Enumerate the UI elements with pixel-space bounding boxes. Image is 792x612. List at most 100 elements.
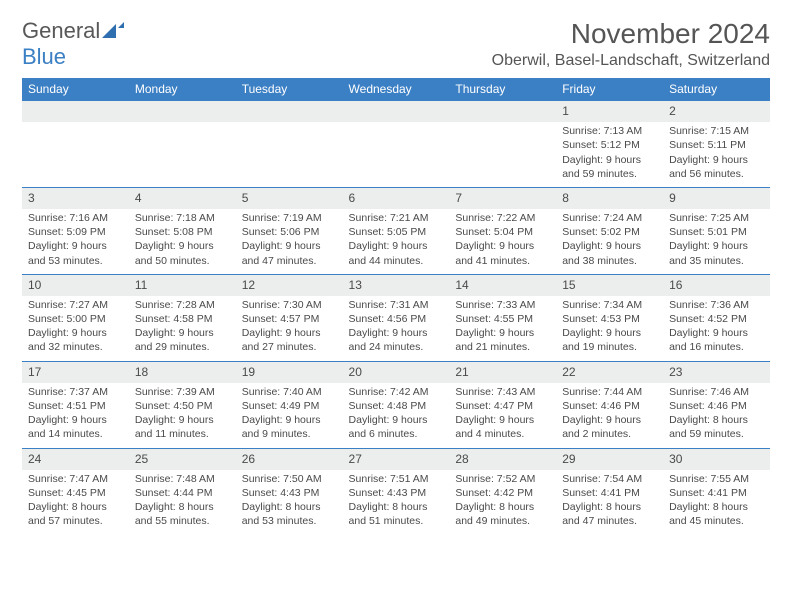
sunset-text: Sunset: 5:00 PM	[28, 312, 123, 326]
daylight-text: Daylight: 8 hours	[28, 500, 123, 514]
daylight-text: Daylight: 9 hours	[242, 413, 337, 427]
sunrise-text: Sunrise: 7:39 AM	[135, 385, 230, 399]
daylight-text: and 56 minutes.	[669, 167, 764, 181]
sunrise-text: Sunrise: 7:42 AM	[349, 385, 444, 399]
sunrise-text: Sunrise: 7:28 AM	[135, 298, 230, 312]
day-number-cell: 17	[22, 361, 129, 383]
day-number: 20	[349, 364, 444, 380]
day-number-cell: 23	[663, 361, 770, 383]
day-number-cell: 24	[22, 448, 129, 470]
day-number-cell: 4	[129, 187, 236, 209]
sunset-text: Sunset: 5:06 PM	[242, 225, 337, 239]
daylight-text: Daylight: 8 hours	[669, 413, 764, 427]
sunrise-text: Sunrise: 7:25 AM	[669, 211, 764, 225]
sunrise-text: Sunrise: 7:15 AM	[669, 124, 764, 138]
daylight-text: Daylight: 9 hours	[242, 239, 337, 253]
sunrise-text: Sunrise: 7:16 AM	[28, 211, 123, 225]
day-header: Monday	[129, 78, 236, 101]
sunrise-text: Sunrise: 7:30 AM	[242, 298, 337, 312]
sunset-text: Sunset: 4:41 PM	[669, 486, 764, 500]
sunset-text: Sunset: 4:44 PM	[135, 486, 230, 500]
day-number-cell: 29	[556, 448, 663, 470]
daylight-text: and 6 minutes.	[349, 427, 444, 441]
day-detail-cell: Sunrise: 7:48 AMSunset: 4:44 PMDaylight:…	[129, 470, 236, 535]
day-detail-cell: Sunrise: 7:28 AMSunset: 4:58 PMDaylight:…	[129, 296, 236, 361]
day-detail-cell	[129, 122, 236, 187]
day-number-cell	[449, 101, 556, 123]
day-number: 2	[669, 103, 764, 119]
day-detail-cell: Sunrise: 7:15 AMSunset: 5:11 PMDaylight:…	[663, 122, 770, 187]
day-header: Tuesday	[236, 78, 343, 101]
day-number: 10	[28, 277, 123, 293]
sunrise-text: Sunrise: 7:33 AM	[455, 298, 550, 312]
day-number-cell: 12	[236, 274, 343, 296]
day-number: 25	[135, 451, 230, 467]
sunset-text: Sunset: 4:57 PM	[242, 312, 337, 326]
day-number: 12	[242, 277, 337, 293]
daylight-text: and 47 minutes.	[562, 514, 657, 528]
sunset-text: Sunset: 4:49 PM	[242, 399, 337, 413]
sunrise-text: Sunrise: 7:47 AM	[28, 472, 123, 486]
day-number: 5	[242, 190, 337, 206]
day-number: 3	[28, 190, 123, 206]
sunrise-text: Sunrise: 7:50 AM	[242, 472, 337, 486]
sunrise-text: Sunrise: 7:21 AM	[349, 211, 444, 225]
daylight-text: Daylight: 8 hours	[669, 500, 764, 514]
daylight-text: Daylight: 9 hours	[135, 239, 230, 253]
day-number-cell: 15	[556, 274, 663, 296]
sunrise-text: Sunrise: 7:51 AM	[349, 472, 444, 486]
day-detail-cell: Sunrise: 7:39 AMSunset: 4:50 PMDaylight:…	[129, 383, 236, 448]
sunset-text: Sunset: 4:45 PM	[28, 486, 123, 500]
day-detail-cell: Sunrise: 7:16 AMSunset: 5:09 PMDaylight:…	[22, 209, 129, 274]
sunrise-text: Sunrise: 7:52 AM	[455, 472, 550, 486]
calendar-table: SundayMondayTuesdayWednesdayThursdayFrid…	[22, 78, 770, 534]
day-number-cell: 28	[449, 448, 556, 470]
daylight-text: Daylight: 9 hours	[349, 326, 444, 340]
daylight-text: and 57 minutes.	[28, 514, 123, 528]
day-detail-cell: Sunrise: 7:24 AMSunset: 5:02 PMDaylight:…	[556, 209, 663, 274]
day-detail-cell: Sunrise: 7:42 AMSunset: 4:48 PMDaylight:…	[343, 383, 450, 448]
day-number: 26	[242, 451, 337, 467]
daylight-text: Daylight: 8 hours	[455, 500, 550, 514]
day-number-cell	[236, 101, 343, 123]
daylight-text: and 59 minutes.	[669, 427, 764, 441]
day-detail-cell: Sunrise: 7:37 AMSunset: 4:51 PMDaylight:…	[22, 383, 129, 448]
daylight-text: and 41 minutes.	[455, 254, 550, 268]
daylight-text: and 27 minutes.	[242, 340, 337, 354]
sunset-text: Sunset: 4:55 PM	[455, 312, 550, 326]
sunrise-text: Sunrise: 7:27 AM	[28, 298, 123, 312]
day-number-cell: 10	[22, 274, 129, 296]
daylight-text: Daylight: 9 hours	[135, 326, 230, 340]
day-number: 11	[135, 277, 230, 293]
sunrise-text: Sunrise: 7:34 AM	[562, 298, 657, 312]
daylight-text: and 45 minutes.	[669, 514, 764, 528]
sunset-text: Sunset: 5:08 PM	[135, 225, 230, 239]
sunset-text: Sunset: 4:50 PM	[135, 399, 230, 413]
sunset-text: Sunset: 4:46 PM	[562, 399, 657, 413]
sunset-text: Sunset: 4:56 PM	[349, 312, 444, 326]
day-detail-cell: Sunrise: 7:30 AMSunset: 4:57 PMDaylight:…	[236, 296, 343, 361]
day-number: 24	[28, 451, 123, 467]
daylight-text: Daylight: 9 hours	[669, 239, 764, 253]
daylight-text: and 53 minutes.	[28, 254, 123, 268]
daylight-text: and 44 minutes.	[349, 254, 444, 268]
daylight-text: and 49 minutes.	[455, 514, 550, 528]
sunset-text: Sunset: 4:41 PM	[562, 486, 657, 500]
day-number: 14	[455, 277, 550, 293]
sunrise-text: Sunrise: 7:44 AM	[562, 385, 657, 399]
day-number: 6	[349, 190, 444, 206]
day-number: 8	[562, 190, 657, 206]
daylight-text: and 51 minutes.	[349, 514, 444, 528]
day-number: 4	[135, 190, 230, 206]
daylight-text: and 24 minutes.	[349, 340, 444, 354]
day-header: Friday	[556, 78, 663, 101]
daylight-text: and 47 minutes.	[242, 254, 337, 268]
daylight-text: Daylight: 9 hours	[28, 239, 123, 253]
daylight-text: and 21 minutes.	[455, 340, 550, 354]
daylight-text: and 59 minutes.	[562, 167, 657, 181]
day-number-cell: 2	[663, 101, 770, 123]
daylight-text: and 9 minutes.	[242, 427, 337, 441]
sunset-text: Sunset: 5:12 PM	[562, 138, 657, 152]
day-number-cell: 26	[236, 448, 343, 470]
sunset-text: Sunset: 5:11 PM	[669, 138, 764, 152]
